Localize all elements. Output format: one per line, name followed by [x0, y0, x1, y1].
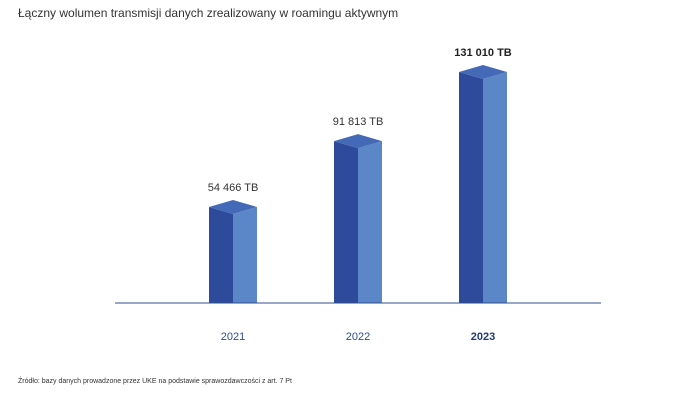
bar-front-2021 [209, 206, 233, 303]
bars-group [209, 65, 507, 303]
bar-2022 [334, 134, 382, 303]
value-label-2022: 91 813 TB [333, 116, 384, 128]
bar-side-2022 [358, 141, 382, 303]
category-label-2022: 2022 [346, 331, 370, 343]
chart-title: Łączny wolumen transmisji danych zrealiz… [18, 6, 399, 20]
bar-side-2021 [233, 206, 257, 303]
bar-front-2022 [334, 141, 358, 303]
bar-front-2023 [459, 72, 483, 303]
labels-group: 54 466 TB 2021 91 813 TB 2022 131 010 TB 2023 [208, 47, 512, 343]
bar-2021 [209, 199, 257, 303]
bar-top-2021 [209, 199, 257, 214]
bar-side-2023 [483, 72, 507, 303]
bar-top-2023 [459, 65, 507, 79]
bar-top-2022 [334, 134, 382, 149]
bar-2023 [459, 65, 507, 303]
category-label-2021: 2021 [221, 331, 245, 343]
source-note: Źródło: bazy danych prowadzone przez UKE… [18, 378, 292, 385]
category-label-2023: 2023 [471, 331, 495, 343]
value-label-2023: 131 010 TB [454, 47, 512, 59]
value-label-2021: 54 466 TB [208, 182, 259, 194]
